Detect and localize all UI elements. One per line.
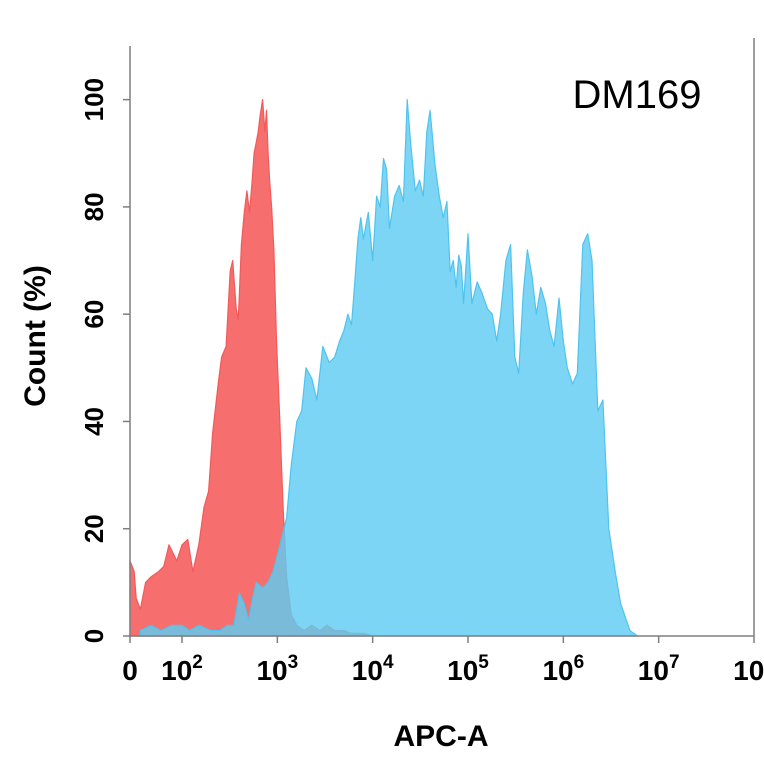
y-tick-label: 0 (79, 629, 109, 643)
histogram-series-2 (139, 99, 639, 637)
x-tick-label: 108 (733, 652, 764, 686)
x-tick-label: 104 (352, 652, 394, 686)
x-tick-label: 0 (122, 655, 138, 686)
y-axis-title: Count (%) (19, 265, 52, 407)
y-tick-label: 100 (79, 78, 109, 121)
x-tick-label: 103 (256, 652, 298, 686)
panel-label: DM169 (573, 73, 702, 117)
x-tick-label: 105 (447, 652, 489, 686)
y-tick-label: 20 (79, 514, 109, 543)
axes-layer (129, 38, 755, 637)
x-tick-label: 107 (638, 652, 680, 686)
y-tick-label: 40 (79, 407, 109, 436)
x-axis-ticks: 0 102 103 104 105 106 107 108 (122, 636, 764, 686)
x-tick-label: 102 (161, 652, 203, 686)
plot-frame (129, 38, 755, 637)
y-tick-label: 80 (79, 192, 109, 221)
x-axis-title: APC-A (394, 720, 489, 753)
y-tick-label: 60 (79, 300, 109, 329)
y-axis-ticks: 0 20 40 60 80 100 (79, 78, 130, 643)
x-tick-label: 106 (542, 652, 584, 686)
histogram-series-layer (129, 99, 639, 637)
